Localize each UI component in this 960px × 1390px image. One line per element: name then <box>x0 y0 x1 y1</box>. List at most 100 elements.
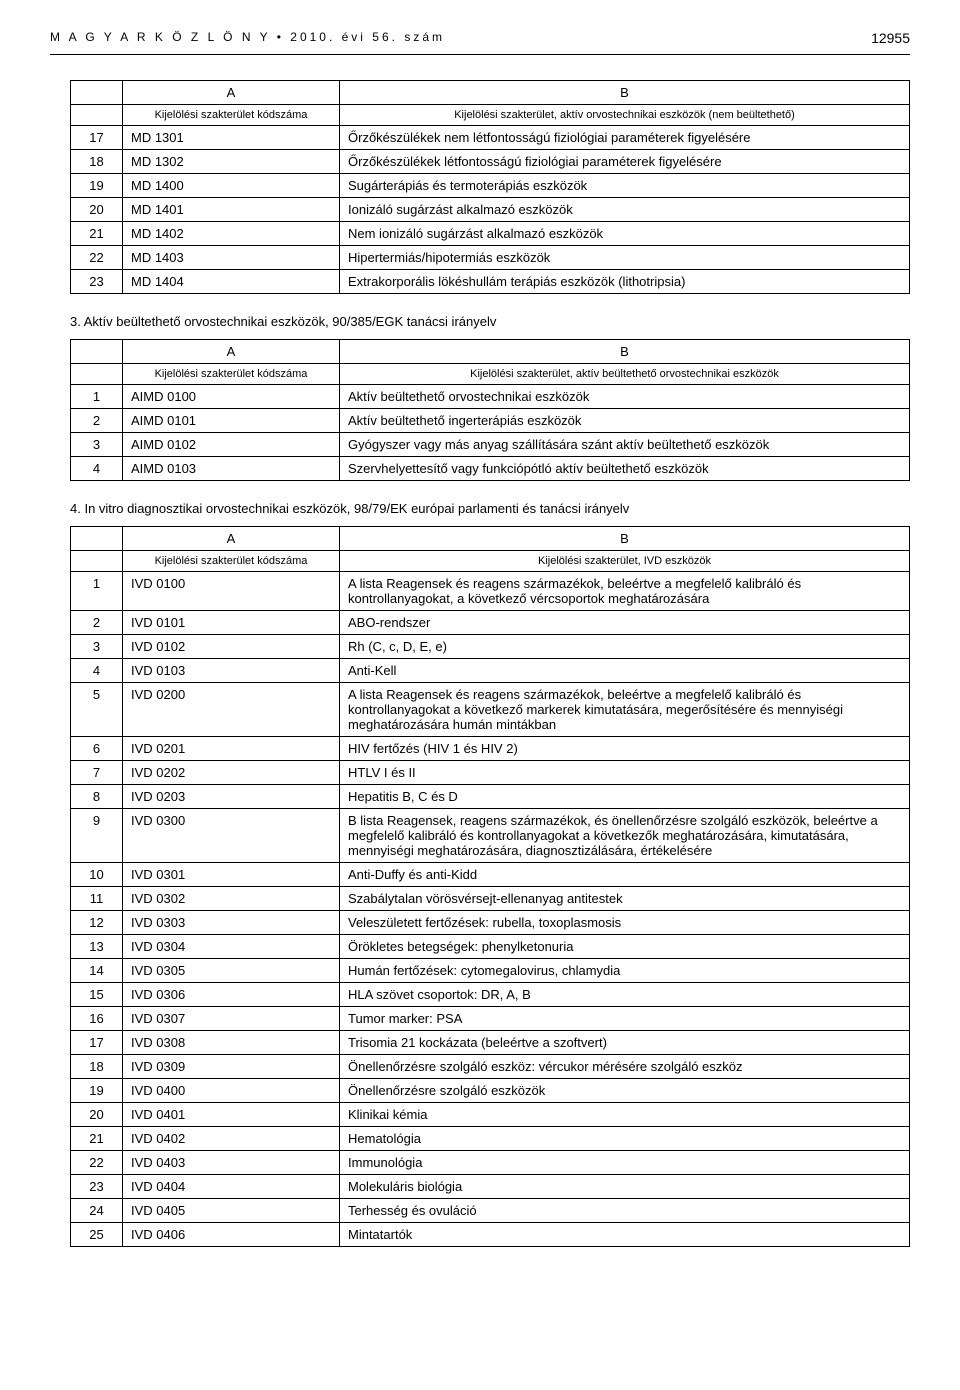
row-code: IVD 0308 <box>123 1031 340 1055</box>
table-row: 20MD 1401Ionizáló sugárzást alkalmazó es… <box>71 198 910 222</box>
row-code: IVD 0402 <box>123 1127 340 1151</box>
row-number: 18 <box>71 150 123 174</box>
table-row: 22IVD 0403Immunológia <box>71 1151 910 1175</box>
row-code: MD 1401 <box>123 198 340 222</box>
row-number: 20 <box>71 1103 123 1127</box>
row-number: 22 <box>71 1151 123 1175</box>
table-row: 18MD 1302Őrzőkészülékek létfontosságú fi… <box>71 150 910 174</box>
row-desc: Hipertermiás/hipotermiás eszközök <box>340 246 910 270</box>
row-desc: A lista Reagensek és reagens származékok… <box>340 683 910 737</box>
table-row: A B <box>71 81 910 105</box>
row-desc: Aktív beültethető ingerterápiás eszközök <box>340 409 910 433</box>
row-code: MD 1402 <box>123 222 340 246</box>
row-number: 25 <box>71 1223 123 1247</box>
row-desc: Immunológia <box>340 1151 910 1175</box>
table-md: A B Kijelölési szakterület kódszáma Kije… <box>70 80 910 294</box>
table-row: Kijelölési szakterület kódszáma Kijelölé… <box>71 105 910 126</box>
row-number: 20 <box>71 198 123 222</box>
row-number: 15 <box>71 983 123 1007</box>
row-code: IVD 0304 <box>123 935 340 959</box>
row-code: IVD 0309 <box>123 1055 340 1079</box>
col-a-label: A <box>123 527 340 551</box>
table-row: 1AIMD 0100Aktív beültethető orvostechnik… <box>71 385 910 409</box>
row-number: 12 <box>71 911 123 935</box>
row-desc: Trisomia 21 kockázata (beleértve a szoft… <box>340 1031 910 1055</box>
row-code: IVD 0301 <box>123 863 340 887</box>
row-code: IVD 0102 <box>123 635 340 659</box>
row-desc: HTLV I és II <box>340 761 910 785</box>
row-desc: Önellenőrzésre szolgáló eszköz: vércukor… <box>340 1055 910 1079</box>
header-code: Kijelölési szakterület kódszáma <box>123 105 340 126</box>
table-row: 25IVD 0406Mintatartók <box>71 1223 910 1247</box>
row-number: 13 <box>71 935 123 959</box>
table-row: A B <box>71 340 910 364</box>
row-desc: Őrzőkészülékek létfontosságú fiziológiai… <box>340 150 910 174</box>
header-desc: Kijelölési szakterület, IVD eszközök <box>340 551 910 572</box>
row-number: 2 <box>71 409 123 433</box>
table-row: 4IVD 0103Anti-Kell <box>71 659 910 683</box>
table1-wrapper: A B Kijelölési szakterület kódszáma Kije… <box>50 80 910 294</box>
row-desc: Szervhelyettesítő vagy funkciópótló aktí… <box>340 457 910 481</box>
row-desc: ABO-rendszer <box>340 611 910 635</box>
empty-cell <box>71 81 123 105</box>
row-code: MD 1400 <box>123 174 340 198</box>
row-number: 17 <box>71 1031 123 1055</box>
row-desc: Klinikai kémia <box>340 1103 910 1127</box>
row-desc: Ionizáló sugárzást alkalmazó eszközök <box>340 198 910 222</box>
table-row: 14IVD 0305Humán fertőzések: cytomegalovi… <box>71 959 910 983</box>
table-row: 2AIMD 0101Aktív beültethető ingerterápiá… <box>71 409 910 433</box>
table-row: 18IVD 0309Önellenőrzésre szolgáló eszköz… <box>71 1055 910 1079</box>
row-desc: Anti-Kell <box>340 659 910 683</box>
table-row: 13IVD 0304Örökletes betegségek: phenylke… <box>71 935 910 959</box>
table-ivd: A B Kijelölési szakterület kódszáma Kije… <box>70 526 910 1247</box>
table-row: 23IVD 0404Molekuláris biológia <box>71 1175 910 1199</box>
table-row: 19IVD 0400Önellenőrzésre szolgáló eszköz… <box>71 1079 910 1103</box>
row-desc: Extrakorporális lökéshullám terápiás esz… <box>340 270 910 294</box>
row-code: IVD 0403 <box>123 1151 340 1175</box>
row-code: IVD 0306 <box>123 983 340 1007</box>
row-code: IVD 0300 <box>123 809 340 863</box>
row-desc: Örökletes betegségek: phenylketonuria <box>340 935 910 959</box>
row-number: 2 <box>71 611 123 635</box>
row-desc: Önellenőrzésre szolgáló eszközök <box>340 1079 910 1103</box>
table-row: 16IVD 0307Tumor marker: PSA <box>71 1007 910 1031</box>
row-desc: Szabálytalan vörösvérsejt-ellenanyag ant… <box>340 887 910 911</box>
table-row: Kijelölési szakterület kódszáma Kijelölé… <box>71 551 910 572</box>
table-row: 20IVD 0401Klinikai kémia <box>71 1103 910 1127</box>
row-code: IVD 0201 <box>123 737 340 761</box>
row-code: IVD 0307 <box>123 1007 340 1031</box>
row-number: 19 <box>71 1079 123 1103</box>
header-rule <box>50 54 910 55</box>
row-desc: Humán fertőzések: cytomegalovirus, chlam… <box>340 959 910 983</box>
table3-wrapper: A B Kijelölési szakterület kódszáma Kije… <box>50 339 910 481</box>
row-number: 8 <box>71 785 123 809</box>
row-code: IVD 0200 <box>123 683 340 737</box>
row-desc: A lista Reagensek és reagens származékok… <box>340 572 910 611</box>
table-row: 21IVD 0402Hematológia <box>71 1127 910 1151</box>
row-number: 5 <box>71 683 123 737</box>
table-row: A B <box>71 527 910 551</box>
table-row: 8IVD 0203Hepatitis B, C és D <box>71 785 910 809</box>
empty-cell <box>71 364 123 385</box>
row-desc: Aktív beültethető orvostechnikai eszközö… <box>340 385 910 409</box>
row-code: MD 1403 <box>123 246 340 270</box>
row-number: 21 <box>71 1127 123 1151</box>
row-number: 9 <box>71 809 123 863</box>
row-code: AIMD 0101 <box>123 409 340 433</box>
row-code: IVD 0405 <box>123 1199 340 1223</box>
page-content: M A G Y A R K Ö Z L Ö N Y • 2010. évi 56… <box>0 0 960 1307</box>
table-row: Kijelölési szakterület kódszáma Kijelölé… <box>71 364 910 385</box>
section4-title: 4. In vitro diagnosztikai orvostechnikai… <box>50 501 910 516</box>
header-desc: Kijelölési szakterület, aktív orvostechn… <box>340 105 910 126</box>
table-row: 9IVD 0300B lista Reagensek, reagens szár… <box>71 809 910 863</box>
row-desc: Tumor marker: PSA <box>340 1007 910 1031</box>
row-desc: Rh (C, c, D, E, e) <box>340 635 910 659</box>
row-desc: Anti-Duffy és anti-Kidd <box>340 863 910 887</box>
empty-cell <box>71 340 123 364</box>
row-code: AIMD 0103 <box>123 457 340 481</box>
row-code: IVD 0401 <box>123 1103 340 1127</box>
row-code: AIMD 0100 <box>123 385 340 409</box>
row-number: 23 <box>71 270 123 294</box>
row-number: 4 <box>71 457 123 481</box>
table-row: 15IVD 0306HLA szövet csoportok: DR, A, B <box>71 983 910 1007</box>
